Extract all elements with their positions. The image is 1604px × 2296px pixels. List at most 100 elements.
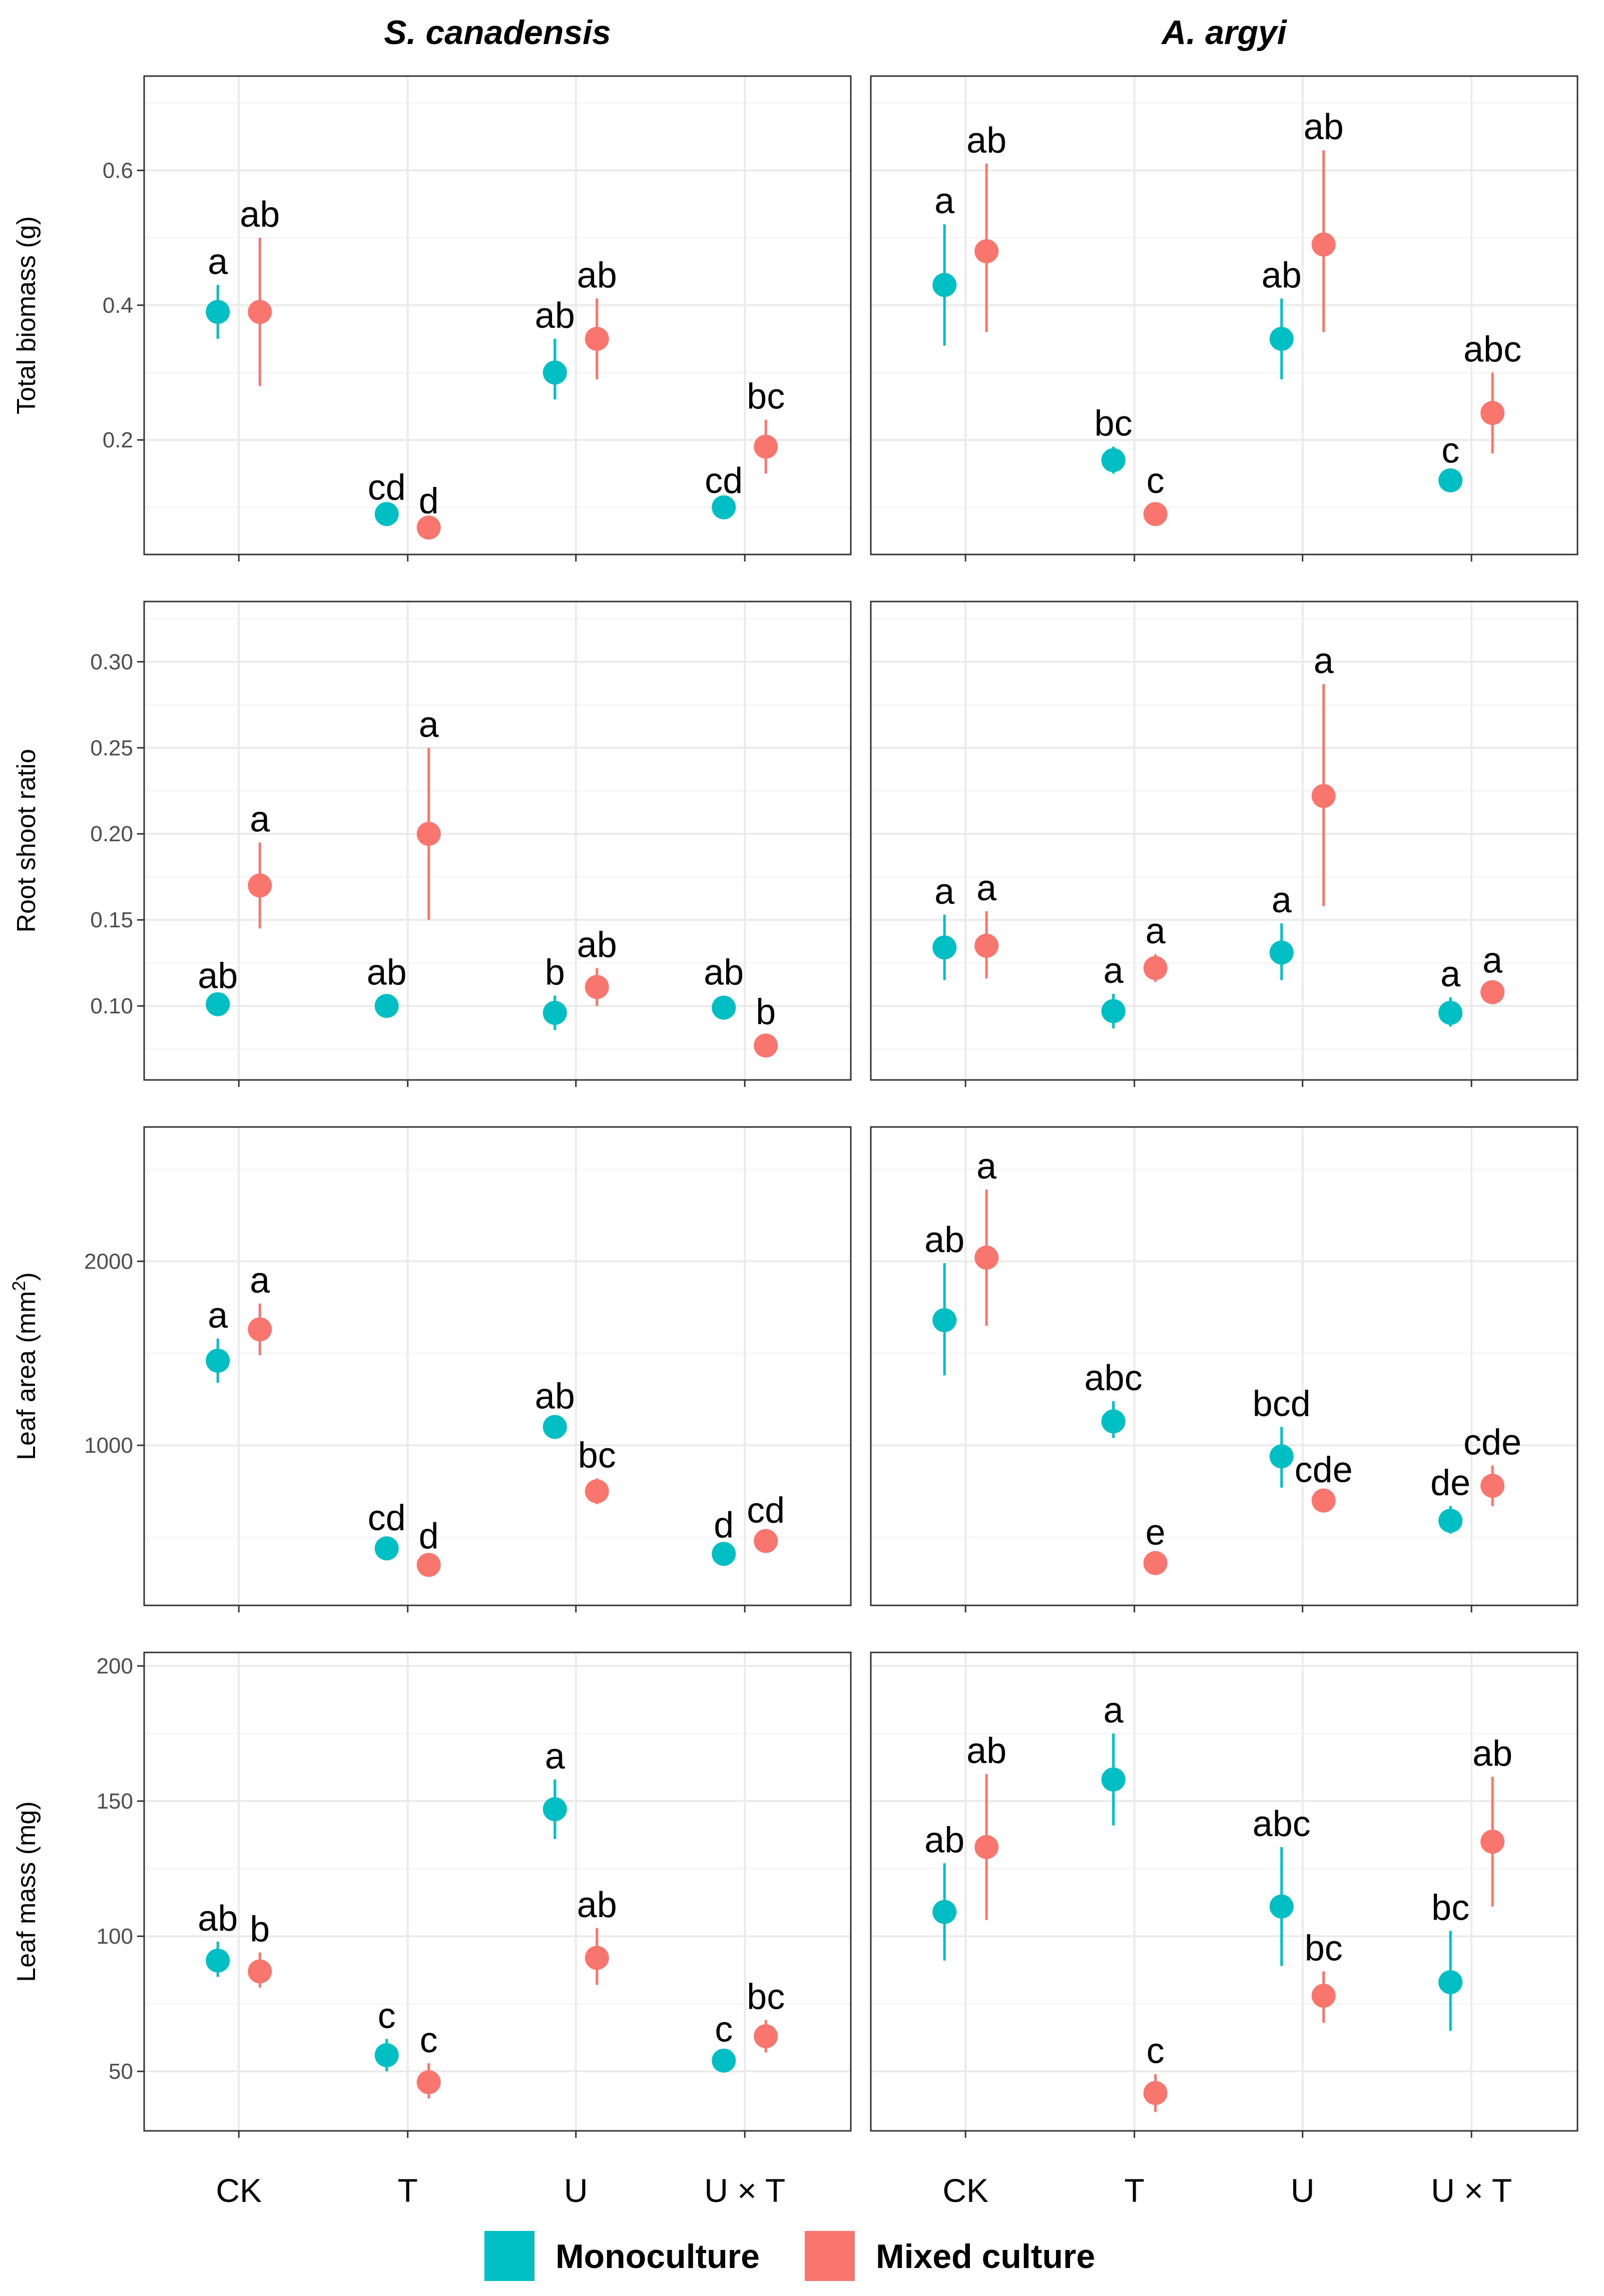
data-point — [374, 2043, 399, 2067]
significance-label: ab — [577, 925, 617, 965]
significance-label: a — [1104, 1690, 1124, 1731]
x-tick-label-ck: CK — [942, 2172, 988, 2209]
series-monoculture: ab ab b ab — [198, 952, 744, 1030]
data-point — [206, 1948, 230, 1973]
data-point — [206, 1348, 230, 1373]
significance-label: ab — [535, 296, 575, 336]
significance-label: bc — [747, 377, 785, 417]
panel-a-argyi-leaf-area-mm: ab abc bcd de a e cde cde — [870, 1126, 1578, 1612]
data-point — [1269, 1894, 1294, 1919]
series-monoculture: ab a abc bc — [924, 1690, 1469, 2031]
x-tick-label-u: U — [1291, 2172, 1315, 2209]
y-tick-label: 150 — [97, 1789, 133, 1814]
panel-border — [870, 1651, 1578, 2132]
x-tick-label-t: T — [1125, 2172, 1145, 2209]
panel-border — [143, 601, 852, 1081]
data-point — [374, 502, 399, 526]
data-point — [1438, 468, 1463, 492]
significance-label: a — [545, 1737, 566, 1777]
y-axis-label: Root shoot ratio — [12, 749, 41, 932]
legend-swatch — [805, 2231, 855, 2281]
series-mixed-culture: a d bc cd — [248, 1261, 785, 1577]
y-tick-label: 0.10 — [90, 994, 133, 1018]
y-axis-label-text: Leaf area (mm — [12, 1291, 41, 1460]
column-headers: S. canadensis A. argyi — [384, 14, 1288, 52]
significance-label: a — [250, 1261, 270, 1301]
data-point — [932, 1900, 957, 1924]
significance-label: ab — [924, 1820, 964, 1860]
y-tick-label: 0.4 — [103, 293, 133, 318]
significance-label: b — [250, 1910, 270, 1950]
y-axis-label: Total biomass (g) — [12, 216, 41, 414]
significance-label: cd — [747, 1491, 785, 1531]
significance-label: a — [1104, 951, 1124, 991]
x-tick-label-ck: CK — [216, 2172, 262, 2209]
significance-label: de — [1430, 1463, 1470, 1503]
significance-label: bc — [578, 1435, 616, 1475]
data-point — [1143, 1551, 1168, 1575]
data-point — [416, 822, 441, 846]
data-point — [248, 300, 272, 324]
data-point — [1438, 1000, 1463, 1025]
y-tick-label: 50 — [109, 2059, 133, 2084]
panels: 0.20.40.6acdabcdabdabbcabcabcabcababc0.1… — [84, 75, 1578, 2138]
series-monoculture: a cd ab cd — [206, 242, 743, 526]
data-point — [754, 1033, 778, 1058]
significance-label: c — [1441, 430, 1459, 470]
legend-label: Mixed culture — [876, 2237, 1095, 2275]
y-axis-label: Leaf mass (mg) — [12, 1801, 41, 1982]
data-point — [712, 1542, 736, 1566]
data-point — [1269, 1444, 1294, 1469]
panel-border — [870, 75, 1578, 555]
significance-label: ab — [577, 1885, 617, 1925]
significance-label: ab — [924, 1220, 964, 1260]
data-point — [416, 1553, 441, 1577]
x-tick-label-u-t: U × T — [1431, 2172, 1512, 2209]
data-point — [543, 360, 567, 385]
significance-label: a — [1482, 940, 1503, 980]
data-point — [1480, 1474, 1505, 1498]
data-point — [1143, 956, 1168, 980]
significance-label: bc — [1305, 1928, 1343, 1968]
data-point — [932, 273, 957, 297]
data-point — [1480, 980, 1505, 1004]
data-point — [1269, 940, 1294, 965]
data-point — [206, 992, 230, 1016]
data-point — [974, 1835, 999, 1859]
y-axis-label-text: Total biomass (g) — [12, 216, 41, 414]
significance-label: cde — [1463, 1423, 1521, 1463]
panel-border — [870, 1126, 1578, 1606]
significance-label: ab — [367, 952, 407, 992]
data-point — [1480, 1830, 1505, 1854]
panel-border — [870, 601, 1578, 1081]
significance-label: a — [208, 1296, 228, 1336]
series-mixed-culture: a e cde cde — [974, 1146, 1521, 1575]
legend-item-monoculture: Monoculture — [484, 2231, 760, 2281]
significance-label: ab — [198, 1899, 238, 1939]
significance-label: a — [1440, 954, 1461, 994]
data-point — [974, 239, 999, 264]
series-monoculture: ab c a c — [198, 1737, 736, 2073]
data-point — [1480, 401, 1505, 425]
data-point — [712, 995, 736, 1020]
significance-label: abc — [1463, 329, 1521, 369]
data-point — [416, 515, 441, 540]
significance-label: abc — [1253, 1804, 1311, 1844]
significance-label: a — [1146, 911, 1166, 951]
column-header-a-argyi: A. argyi — [1161, 14, 1288, 52]
y-tick-label: 0.15 — [90, 908, 133, 932]
data-point — [1269, 327, 1294, 351]
data-point — [248, 873, 272, 898]
data-point — [543, 1415, 567, 1439]
significance-label: bc — [1431, 1888, 1469, 1928]
y-axis-label-text: Leaf mass (mg) — [12, 1801, 41, 1982]
significance-label: cd — [368, 1498, 406, 1538]
significance-label: ab — [535, 1377, 575, 1417]
significance-label: a — [208, 242, 228, 282]
y-tick-label: 2000 — [84, 1249, 133, 1274]
